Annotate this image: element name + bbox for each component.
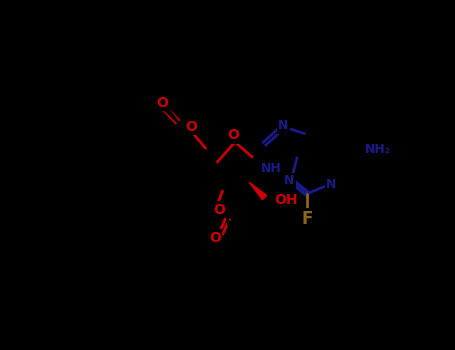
Text: O: O <box>214 203 226 217</box>
Text: N: N <box>284 174 294 187</box>
Text: NH: NH <box>260 162 281 175</box>
Text: OH: OH <box>274 193 298 207</box>
Text: O: O <box>157 96 168 110</box>
Text: O: O <box>185 120 197 134</box>
Text: O: O <box>209 231 221 245</box>
Text: O: O <box>228 128 239 142</box>
Text: N: N <box>326 178 336 191</box>
Text: N: N <box>278 119 288 132</box>
Text: F: F <box>302 210 313 228</box>
Text: NH₂: NH₂ <box>365 143 391 156</box>
Polygon shape <box>249 182 267 200</box>
